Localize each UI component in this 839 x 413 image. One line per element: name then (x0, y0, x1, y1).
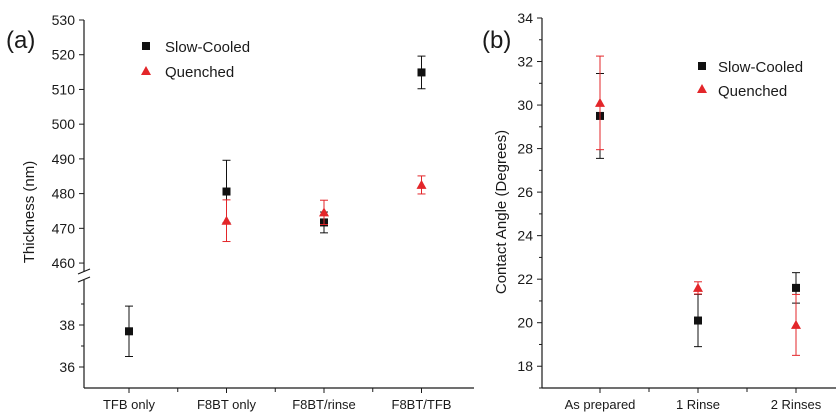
panel-b-label: (b) (482, 27, 511, 54)
panel-a-axes (77, 20, 474, 389)
panel-a-ylabel: Thickness (nm) (21, 161, 38, 264)
panel-a-ticks: 460 470 480 490 500 510 520 530 36 38 (52, 12, 422, 393)
panel-a: (a) Thickness (nm) 460 470 480 490 500 510 520… (6, 12, 474, 412)
x-tick-label-tfb-only: TFB only (103, 397, 156, 412)
y-tick-label: 500 (52, 116, 76, 132)
panel-a-data-marks (125, 55, 427, 357)
y-tick-label: 28 (517, 141, 533, 157)
y-tick-label: 470 (52, 220, 76, 236)
quenched-point-2 (791, 319, 801, 329)
panel-b: (b) Contact Angle (Degrees) 18 20 22 24 26 28… (482, 10, 836, 412)
y-tick-label: 480 (52, 186, 76, 202)
panel-a-legend: Slow-Cooled Quenched (141, 39, 250, 81)
panel-a-label: (a) (6, 27, 35, 54)
panel-b-ticks: 18 20 22 24 26 28 30 32 34 (517, 10, 797, 393)
axis-break-mark-top (77, 268, 91, 275)
legend-quenched-label: Quenched (718, 83, 787, 100)
panel-b-data-marks (595, 55, 801, 356)
x-tick-label-f8bt-tfb: F8BT/TFB (392, 397, 452, 412)
y-tick-label: 26 (517, 184, 533, 200)
panel-b-legend: Slow-Cooled Quenched (697, 59, 803, 100)
panel-b-ylabel: Contact Angle (Degrees) (493, 130, 510, 294)
y-tick-label: 520 (52, 47, 76, 63)
x-tick-label-1-rinse: 1 Rinse (676, 397, 720, 412)
panel-b-axes (541, 18, 836, 389)
axis-break-mark-bottom (77, 276, 91, 283)
legend-quenched-label: Quenched (165, 64, 234, 81)
slow-cooled-point-2 (792, 283, 800, 292)
legend-slow-cooled-label: Slow-Cooled (718, 59, 803, 76)
panel-b-x-tick-labels: As prepared 1 Rinse 2 Rinses (565, 397, 822, 412)
y-tick-label: 32 (517, 54, 533, 70)
legend-slow-cooled-label: Slow-Cooled (165, 39, 250, 56)
slow-cooled-point-3 (417, 68, 426, 77)
y-tick-label: 24 (517, 228, 533, 244)
quenched-point-2 (319, 207, 329, 217)
y-tick-label: 20 (517, 315, 533, 331)
legend-slow-cooled-marker (698, 62, 706, 70)
quenched-point-0 (595, 97, 605, 107)
slow-cooled-point-1 (694, 316, 702, 325)
legend-slow-cooled-marker (142, 42, 150, 50)
quenched-point-1 (221, 215, 232, 225)
y-tick-label: 18 (517, 358, 533, 374)
slow-cooled-point-1 (222, 187, 231, 196)
x-tick-label-as-prepared: As prepared (565, 397, 636, 412)
x-tick-label-2-rinses: 2 Rinses (771, 397, 822, 412)
quenched-point-1 (693, 282, 703, 292)
panel-a-x-tick-labels: TFB only F8BT only F8BT/rinse F8BT/TFB (103, 397, 451, 412)
y-tick-label: 460 (52, 255, 76, 271)
y-tick-label: 38 (59, 317, 75, 333)
y-tick-label: 30 (517, 97, 533, 113)
y-tick-label: 22 (517, 271, 533, 287)
quenched-point-3 (416, 179, 427, 189)
y-tick-label: 510 (52, 81, 76, 97)
slow-cooled-point-0 (125, 327, 133, 336)
y-tick-label: 34 (517, 10, 533, 26)
x-tick-label-f8bt-rinse: F8BT/rinse (292, 397, 356, 412)
legend-quenched-marker (697, 84, 707, 93)
legend-quenched-marker (141, 66, 151, 75)
y-tick-label: 490 (52, 151, 76, 167)
x-tick-label-f8bt-only: F8BT only (197, 397, 257, 412)
y-tick-label: 36 (59, 359, 75, 375)
y-tick-label: 530 (52, 12, 76, 28)
